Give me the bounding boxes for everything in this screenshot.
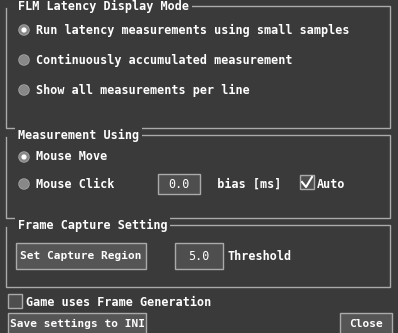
Bar xyxy=(158,174,200,194)
Bar xyxy=(16,243,146,269)
Text: Frame Capture Setting: Frame Capture Setting xyxy=(18,218,168,231)
Text: Save settings to INI: Save settings to INI xyxy=(10,319,144,329)
Text: Run latency measurements using small samples: Run latency measurements using small sam… xyxy=(36,23,349,37)
Circle shape xyxy=(22,28,26,32)
Text: bias [ms]: bias [ms] xyxy=(203,177,281,190)
Text: Mouse Click: Mouse Click xyxy=(36,177,114,190)
Bar xyxy=(340,313,392,333)
Bar xyxy=(8,313,146,333)
Circle shape xyxy=(20,180,28,188)
Circle shape xyxy=(20,56,28,64)
Bar xyxy=(8,294,22,308)
Text: Close: Close xyxy=(349,319,383,329)
Text: Threshold: Threshold xyxy=(228,249,292,262)
Text: 0.0: 0.0 xyxy=(168,177,190,190)
Circle shape xyxy=(20,153,28,161)
Text: Continuously accumulated measurement: Continuously accumulated measurement xyxy=(36,54,293,67)
Text: Set Capture Region: Set Capture Region xyxy=(20,251,142,261)
Bar xyxy=(300,175,314,189)
Text: Show all measurements per line: Show all measurements per line xyxy=(36,84,250,97)
Circle shape xyxy=(20,26,28,34)
Circle shape xyxy=(22,155,26,159)
Circle shape xyxy=(20,86,28,94)
Bar xyxy=(6,135,390,218)
Text: FLM Latency Display Mode: FLM Latency Display Mode xyxy=(18,0,189,13)
Bar xyxy=(6,225,390,287)
Text: Game uses Frame Generation: Game uses Frame Generation xyxy=(26,295,211,308)
Bar xyxy=(6,6,390,128)
Text: Measurement Using: Measurement Using xyxy=(18,129,139,142)
Bar xyxy=(175,243,223,269)
Text: Auto: Auto xyxy=(317,177,345,190)
Text: Mouse Move: Mouse Move xyxy=(36,151,107,164)
Text: 5.0: 5.0 xyxy=(188,249,210,262)
